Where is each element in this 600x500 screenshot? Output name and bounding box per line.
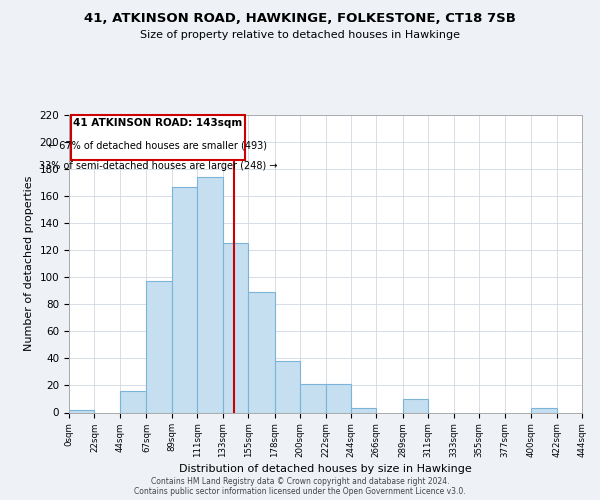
Bar (69, 410, 94, 412)
Bar (197, 177, 223, 412)
Bar (531, 408, 557, 412)
Text: Contains HM Land Registry data © Crown copyright and database right 2024.: Contains HM Land Registry data © Crown c… (151, 477, 449, 486)
Bar (325, 384, 351, 412)
Bar (248, 292, 275, 412)
Bar (146, 282, 172, 412)
Text: 33% of semi-detached houses are larger (248) →: 33% of semi-detached houses are larger (… (39, 161, 277, 171)
X-axis label: Distribution of detached houses by size in Hawkinge: Distribution of detached houses by size … (179, 464, 472, 474)
Text: ← 67% of detached houses are smaller (493): ← 67% of detached houses are smaller (49… (49, 140, 268, 150)
Bar (120, 391, 146, 412)
Text: Size of property relative to detached houses in Hawkinge: Size of property relative to detached ho… (140, 30, 460, 40)
Bar (351, 408, 376, 412)
Text: Contains public sector information licensed under the Open Government Licence v3: Contains public sector information licen… (134, 487, 466, 496)
Bar (223, 244, 248, 412)
Text: 41 ATKINSON ROAD: 143sqm: 41 ATKINSON ROAD: 143sqm (73, 118, 242, 128)
Bar (275, 361, 300, 412)
Bar (403, 399, 428, 412)
Y-axis label: Number of detached properties: Number of detached properties (24, 176, 34, 352)
Bar (300, 384, 325, 412)
Bar (172, 186, 197, 412)
Text: 41, ATKINSON ROAD, HAWKINGE, FOLKESTONE, CT18 7SB: 41, ATKINSON ROAD, HAWKINGE, FOLKESTONE,… (84, 12, 516, 26)
FancyBboxPatch shape (71, 115, 245, 160)
